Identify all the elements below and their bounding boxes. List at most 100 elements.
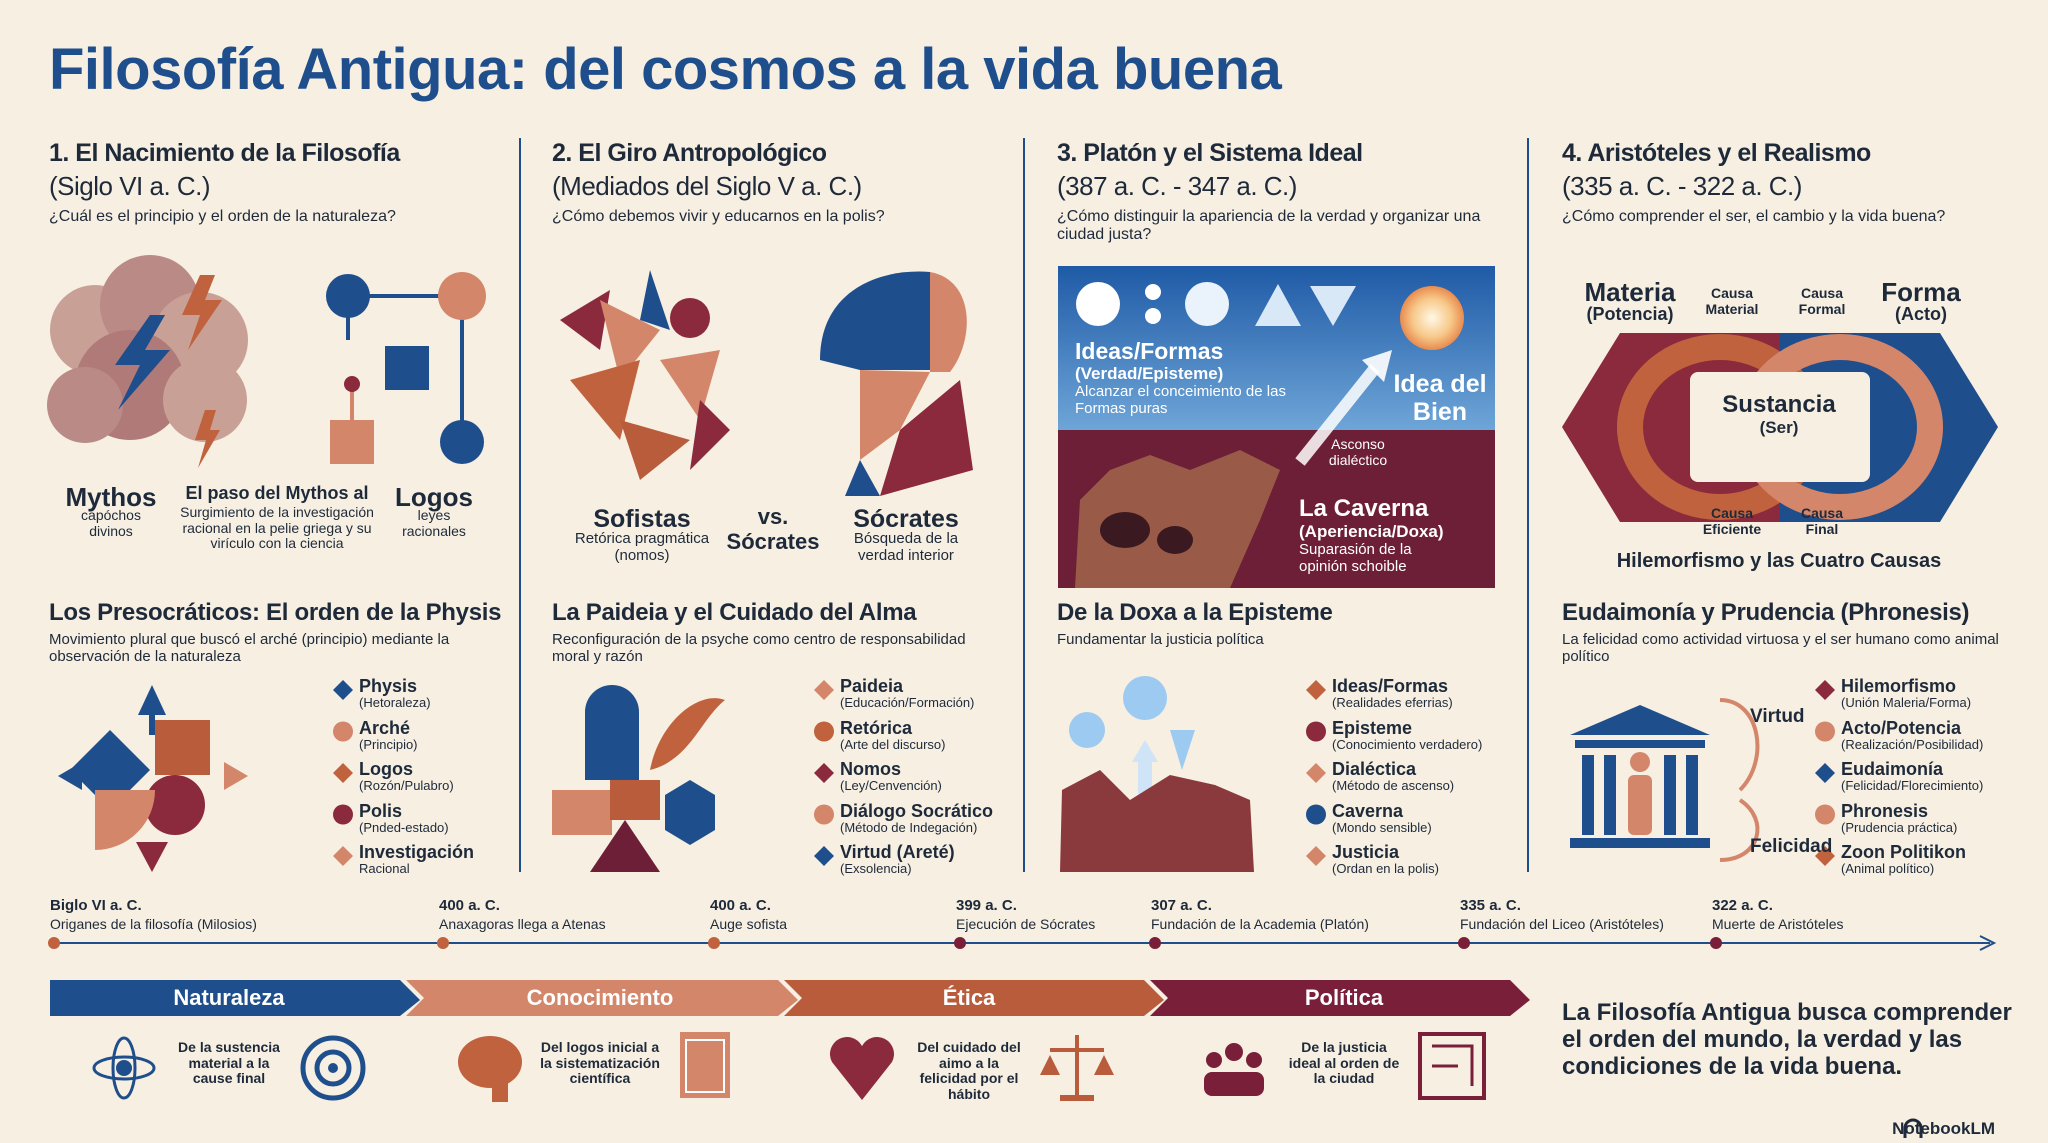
timeline-event: Origanes de la filosofía (Milosios)	[50, 916, 257, 932]
legend-sub: (Felicidad/Florecimiento)	[1841, 778, 1984, 793]
legend-label: Arché	[359, 717, 411, 738]
theme-icon-shape	[92, 1055, 156, 1081]
illustration-label: (Ser)	[1759, 418, 1799, 437]
legend-label: Eudaimonía	[1841, 759, 1944, 779]
eudaimonia-illustration-shape	[1719, 798, 1760, 862]
legend-sub: (Pnded-estado)	[359, 819, 449, 835]
doxa-episteme-illustration-shape	[1123, 676, 1167, 720]
legend-sub: (Exsolencia)	[840, 861, 912, 876]
timeline-dot	[708, 937, 720, 949]
cave-allegory-illustration-shape	[1310, 286, 1356, 326]
legend-label: Hilemorfismo	[1841, 676, 1957, 696]
theme-icon-shape	[1040, 1055, 1114, 1075]
legend-label: Retórica	[840, 717, 913, 738]
timeline-dot	[1710, 937, 1722, 949]
paideia-illustration-shape	[552, 790, 612, 835]
legend-sub: (Realización/Posibilidad)	[1841, 736, 1984, 752]
legend-sub: (Arte del discurso)	[840, 736, 946, 752]
mythos-logos-illustration-shape	[438, 272, 486, 320]
mythos-logos-illustration-shape	[47, 367, 123, 443]
theme-icon-shape	[685, 1039, 725, 1093]
theme-icon-shape	[458, 1036, 522, 1088]
column-period: (Mediados del Siglo V a. C.)	[552, 171, 862, 201]
band-label: Ética	[942, 985, 996, 1010]
sofistas-socrates-illustration-shape	[600, 300, 660, 380]
sofistas-socrates-illustration-shape	[820, 271, 930, 370]
doxa-episteme-illustration-shape	[1069, 712, 1105, 748]
timeline-date: 399 a. C.	[956, 897, 1017, 914]
paideia-illustration-shape	[585, 685, 639, 780]
timeline-date: 322 a. C.	[1712, 897, 1773, 914]
timeline-date: 307 a. C.	[1151, 897, 1212, 914]
physis-illustration-shape	[58, 762, 82, 790]
legend-sub: (Método de ascenso)	[1332, 778, 1455, 793]
eudaimonia-illustration	[1570, 698, 1760, 862]
cave-allegory-illustration-shape	[1145, 308, 1161, 324]
illustration-label: Alcanzar el conceimiento de las Formas p…	[1075, 383, 1286, 417]
legend-icon	[1815, 763, 1835, 783]
theme-icon-shape	[1225, 1043, 1243, 1061]
sofistas-socrates-illustration-shape	[845, 460, 880, 496]
mythos-logos-illustration-shape	[195, 410, 220, 468]
section-description: Fundamentar la justicia política	[1057, 631, 1264, 648]
illustration-label: Bósqueda de la verdad interior	[853, 530, 959, 564]
band-caption: De la justicia ideal al orden de la ciud…	[1288, 1039, 1400, 1087]
cycle-label: Virtud	[1750, 706, 1805, 727]
timeline-date: 335 a. C.	[1460, 897, 1521, 914]
column-heading: 3. Platón y el Sistema Ideal	[1057, 139, 1363, 167]
timeline-event: Auge sofista	[710, 916, 788, 932]
theme-band-shape	[784, 980, 1164, 1016]
illustration-label: Idea del Bien	[1393, 370, 1487, 426]
sofistas-socrates-illustration-shape	[660, 350, 720, 420]
legend-icon	[1815, 680, 1835, 700]
theme-icon-shape	[1246, 1052, 1262, 1068]
timeline-event: Fundación de la Academia (Platón)	[1151, 916, 1369, 932]
theme-icon	[92, 1032, 1486, 1102]
illustration-label: Causa Formal	[1798, 285, 1846, 317]
paideia-illustration-shape	[665, 780, 715, 845]
legend-label: Episteme	[1332, 717, 1413, 738]
timeline-dot	[437, 937, 449, 949]
brand-icon	[1903, 1118, 1923, 1138]
column-period: (335 a. C. - 322 a. C.)	[1562, 171, 1802, 201]
illustration-label: Mythos	[65, 482, 157, 512]
illustration-label: Retórica pragmática (nomos)	[574, 530, 710, 564]
theme-icon-shape	[492, 1080, 508, 1102]
brand: NotebookLM	[1892, 1119, 1995, 1138]
physis-illustration-shape	[224, 762, 248, 790]
hylomorphism-illustration	[1562, 333, 1998, 522]
illustration-label: (Aperiencia/Doxa)	[1299, 522, 1444, 541]
illustration-label: Hilemorfismo y las Cuatro Causas	[1616, 550, 1942, 572]
band-label: Política	[1304, 985, 1384, 1010]
cave-allegory-illustration-shape	[1100, 512, 1150, 548]
theme-icon-shape	[1418, 1032, 1486, 1100]
illustration-label: Sócrates	[853, 505, 959, 533]
mythos-logos-illustration-shape	[330, 420, 374, 464]
band-caption: Del logos inicial a la sistematización c…	[540, 1039, 660, 1087]
eudaimonia-illustration-shape	[1582, 755, 1594, 835]
timeline-dot	[1149, 937, 1161, 949]
section-title: Los Presocráticos: El orden de la Physis	[49, 599, 502, 626]
eudaimonia-illustration-shape	[1719, 698, 1760, 792]
legend-icon	[814, 804, 834, 825]
legend-label: Zoon Politikon	[1841, 842, 1966, 862]
section-description: Movimiento plural que buscó el arché (pr…	[49, 631, 450, 665]
eudaimonia-illustration-shape	[1570, 838, 1710, 848]
theme-icon-shape	[1432, 1044, 1474, 1086]
legend-label: Investigación	[359, 842, 475, 862]
illustration-label: (Verdad/Episteme)	[1075, 364, 1224, 383]
legend-icon	[333, 804, 353, 825]
legend-sub: (Método de Indegación)	[840, 819, 978, 835]
cave-allegory-illustration-shape	[1362, 350, 1392, 382]
illustration-label: La Caverna	[1299, 495, 1429, 522]
legend-label: Physis	[359, 676, 418, 696]
divider	[519, 138, 1529, 872]
eudaimonia-illustration-shape	[1686, 755, 1698, 835]
column-question: ¿Cuál es el principio y el orden de la n…	[49, 208, 396, 225]
doxa-episteme-illustration-shape	[1132, 740, 1158, 762]
legend-sub: (Mondo sensible)	[1332, 819, 1432, 835]
mythos-logos-illustration-shape	[385, 346, 429, 390]
cave-allegory-illustration-shape	[1157, 526, 1193, 554]
column-heading: 2. El Giro Antropológico	[552, 139, 827, 167]
